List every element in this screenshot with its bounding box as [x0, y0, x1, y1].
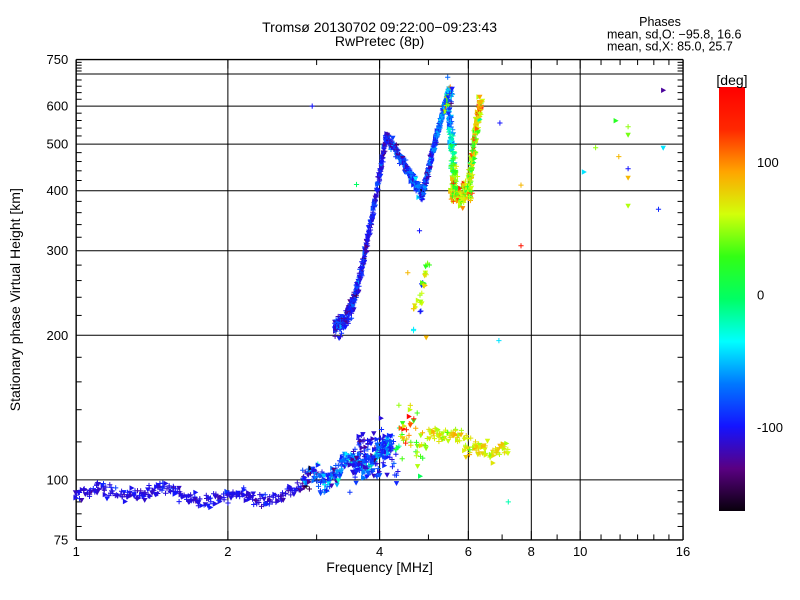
svg-text:8: 8 [528, 544, 535, 559]
svg-text:500: 500 [46, 137, 68, 152]
svg-text:Frequency [MHz]: Frequency [MHz] [326, 559, 433, 575]
svg-text:75: 75 [54, 532, 68, 547]
svg-text:0: 0 [757, 288, 764, 303]
svg-text:200: 200 [46, 328, 68, 343]
svg-text:1: 1 [73, 544, 80, 559]
svg-text:Stationary phase Virtual Heigh: Stationary phase Virtual Height [km] [7, 188, 23, 411]
svg-text:600: 600 [46, 99, 68, 114]
svg-text:16: 16 [676, 544, 690, 559]
svg-text:6: 6 [465, 544, 472, 559]
svg-text:100: 100 [46, 472, 68, 487]
svg-text:100: 100 [757, 155, 779, 170]
svg-text:RwPretec (8p): RwPretec (8p) [335, 33, 424, 49]
svg-text:mean, sd,X: 85.0, 25.7: mean, sd,X: 85.0, 25.7 [607, 40, 733, 54]
svg-text:400: 400 [46, 183, 68, 198]
svg-text:300: 300 [46, 243, 68, 258]
svg-text:750: 750 [46, 52, 68, 67]
svg-text:[deg]: [deg] [716, 72, 747, 88]
svg-text:4: 4 [376, 544, 383, 559]
svg-text:2: 2 [224, 544, 231, 559]
svg-text:10: 10 [573, 544, 587, 559]
svg-text:-100: -100 [757, 420, 783, 435]
